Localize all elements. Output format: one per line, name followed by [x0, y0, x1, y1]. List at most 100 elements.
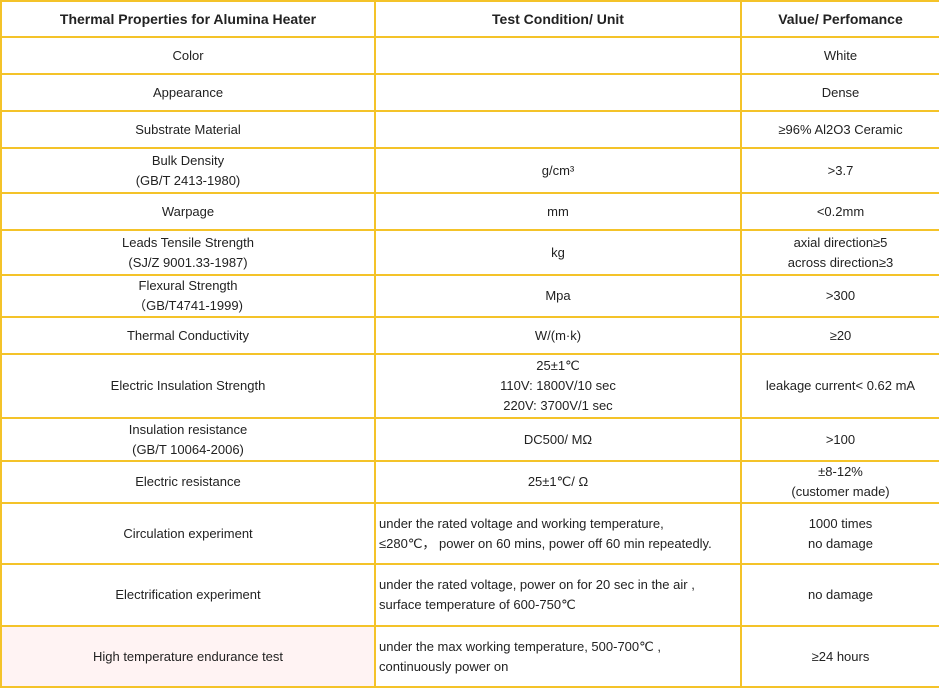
condition-line: mm: [547, 203, 569, 219]
condition-line: under the max working temperature, 500-7…: [379, 638, 661, 654]
condition-cell: [374, 36, 742, 75]
property-cell: Electric Insulation Strength: [0, 353, 376, 419]
value-cell: ≥20: [740, 316, 939, 355]
condition-line: 25±1℃/ Ω: [527, 474, 589, 489]
condition-line: under the rated voltage and working temp…: [379, 515, 664, 531]
value-cell: ±8-12% (customer made): [740, 460, 939, 504]
value-cell: Dense: [740, 73, 939, 112]
condition-cell: kg: [374, 229, 742, 276]
value-cell: >100: [740, 417, 939, 462]
condition-cell: under the max working temperature, 500-7…: [374, 625, 742, 688]
value-line: leakage current< 0.62 mA: [765, 378, 916, 393]
property-line: Electrification experiment: [115, 587, 261, 602]
value-cell: ≥96% Al2O3 Ceramic: [740, 110, 939, 149]
condition-line: 110V: 1800V/10 sec: [500, 378, 616, 393]
property-cell: Bulk Density (GB/T 2413-1980): [0, 147, 376, 194]
property-line: Electric resistance: [135, 474, 241, 489]
condition-line: 220V: 3700V/1 sec: [503, 398, 613, 413]
property-line: (SJ/Z 9001.33-1987): [128, 254, 248, 270]
property-line: (GB/T 10064-2006): [132, 441, 244, 457]
condition-line: under the rated voltage, power on for 20…: [379, 577, 695, 592]
table-row: Color White: [0, 36, 939, 75]
value-cell: <0.2mm: [740, 192, 939, 231]
value-cell: >3.7: [740, 147, 939, 194]
condition-cell: [374, 110, 742, 149]
table-row: Bulk Density (GB/T 2413-1980) g/cm³ >3.7: [0, 147, 939, 194]
table-row: Leads Tensile Strength (SJ/Z 9001.33-1987…: [0, 229, 939, 276]
value-line: axial direction≥5: [793, 234, 888, 250]
value-line: (customer made): [791, 484, 890, 499]
value-line: >3.7: [827, 162, 854, 178]
table-row: High temperature endurance test under the…: [0, 625, 939, 688]
value-line: no damage: [807, 535, 874, 551]
condition-cell: g/cm³: [374, 147, 742, 194]
condition-cell: 25±1℃/ Ω: [374, 460, 742, 504]
property-line: Color: [172, 47, 204, 63]
property-cell: Color: [0, 36, 376, 75]
condition-line: DC500/ MΩ: [523, 431, 593, 447]
property-cell: Circulation experiment: [0, 502, 376, 565]
property-cell: Appearance: [0, 73, 376, 112]
value-line: >300: [825, 288, 856, 303]
value-line: no damage: [807, 587, 874, 602]
value-line: ≥20: [829, 327, 852, 343]
property-cell: Warpage: [0, 192, 376, 231]
header-condition: Test Condition/ Unit: [374, 0, 742, 38]
table-row: Insulation resistance (GB/T 10064-2006) DC…: [0, 417, 939, 462]
property-cell: Substrate Material: [0, 110, 376, 149]
condition-line: Mpa: [545, 288, 571, 303]
property-line: (GB/T 2413-1980): [135, 172, 241, 188]
value-line: ≥24 hours: [811, 648, 870, 664]
condition-line: continuously power on: [379, 658, 509, 674]
header-value: Value/ Perfomance: [740, 0, 939, 38]
property-line: Insulation resistance: [128, 421, 248, 437]
condition-line: kg: [551, 244, 565, 260]
value-line: White: [823, 47, 858, 63]
condition-line: g/cm³: [541, 162, 575, 178]
property-cell: Leads Tensile Strength (SJ/Z 9001.33-1987…: [0, 229, 376, 276]
value-line: ±8-12%: [818, 464, 863, 479]
property-line: （GB/T4741-1999): [133, 298, 243, 313]
property-line: High temperature endurance test: [92, 648, 284, 664]
value-line: across direction≥3: [787, 254, 894, 270]
property-cell: Electric resistance: [0, 460, 376, 504]
value-line: 1000 times: [808, 515, 873, 531]
table-row: Circulation experiment under the rated vo…: [0, 502, 939, 565]
property-cell: Electrification experiment: [0, 563, 376, 627]
property-line: Bulk Density: [151, 152, 225, 168]
value-line: >100: [825, 431, 856, 447]
property-line: Warpage: [161, 203, 215, 219]
condition-line: W/(m·k): [534, 327, 582, 343]
value-cell: ≥24 hours: [740, 625, 939, 688]
value-line: <0.2mm: [816, 203, 865, 219]
property-cell: Thermal Conductivity: [0, 316, 376, 355]
condition-cell: 25±1℃ 110V: 1800V/10 sec 220V: 3700V/1 sec: [374, 353, 742, 419]
property-line: Electric Insulation Strength: [110, 378, 266, 393]
table-row: Flexural Strength （GB/T4741-1999) Mpa >300: [0, 274, 939, 318]
table-row: Warpage mm <0.2mm: [0, 192, 939, 231]
property-line: Circulation experiment: [123, 525, 253, 541]
property-line: Appearance: [152, 84, 224, 100]
value-line: ≥96% Al2O3 Ceramic: [778, 121, 903, 137]
value-cell: leakage current< 0.62 mA: [740, 353, 939, 419]
value-cell: White: [740, 36, 939, 75]
condition-cell: mm: [374, 192, 742, 231]
condition-cell: DC500/ MΩ: [374, 417, 742, 462]
table-row: Electric resistance 25±1℃/ Ω ±8-12% (custom…: [0, 460, 939, 504]
table-row: Substrate Material ≥96% Al2O3 Ceramic: [0, 110, 939, 149]
property-line: Leads Tensile Strength: [121, 234, 255, 250]
condition-line: surface temperature of 600-750℃: [379, 597, 576, 612]
condition-line: 25±1℃: [536, 358, 580, 373]
condition-cell: under the rated voltage and working temp…: [374, 502, 742, 565]
value-cell: no damage: [740, 563, 939, 627]
table-row: Appearance Dense: [0, 73, 939, 112]
table-row: Electric Insulation Strength 25±1℃ 110V: 1…: [0, 353, 939, 419]
value-line: Dense: [821, 84, 860, 100]
property-line: Thermal Conductivity: [126, 327, 250, 343]
table-row: Electrification experiment under the rate…: [0, 563, 939, 627]
condition-cell: W/(m·k): [374, 316, 742, 355]
condition-cell: under the rated voltage, power on for 20…: [374, 563, 742, 627]
header-row: Thermal Properties for Alumina Heater Te…: [0, 0, 939, 38]
header-property: Thermal Properties for Alumina Heater: [0, 0, 376, 38]
